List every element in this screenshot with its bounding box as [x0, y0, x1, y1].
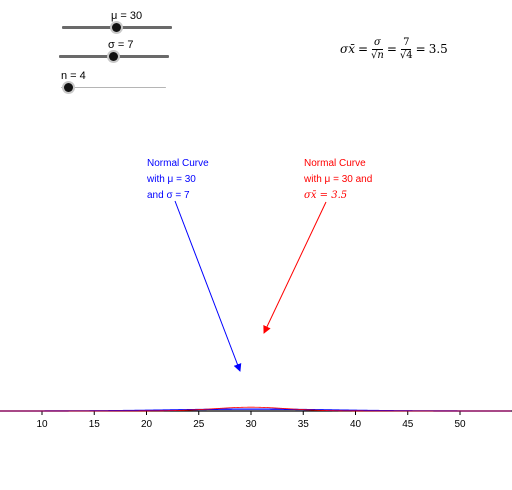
n-slider-track[interactable] [61, 87, 166, 88]
blue-annotation-line1: Normal Curve [147, 158, 209, 169]
formula-result: 3.5 [428, 42, 448, 56]
formula-lhs: σx̄ [340, 42, 355, 56]
x-tick-label: 10 [36, 419, 48, 430]
red-annotation-arrow [263, 201, 327, 334]
red-curve-annotation: Normal Curve with μ = 30 and σx̄ = 3.5 [304, 156, 372, 204]
standard-error-formula: σx̄ = σ √n = 7 √4 = 3.5 [340, 36, 448, 62]
sigma-slider-label: σ = 7 [108, 39, 134, 51]
formula-fraction-numeric: 7 √4 [400, 37, 413, 62]
blue-curve-annotation: Normal Curve with μ = 30 and σ = 7 [147, 156, 209, 204]
sampling-distribution-curve [0, 406, 512, 412]
x-tick-label: 25 [193, 419, 205, 430]
red-annotation-line2: with μ = 30 and [304, 174, 373, 185]
sigma-slider-thumb[interactable] [109, 52, 118, 61]
formula-den2: √4 [399, 49, 413, 61]
x-tick-label: 20 [141, 419, 153, 430]
n-slider-thumb[interactable] [64, 83, 73, 92]
formula-num2: 7 [401, 36, 412, 50]
x-tick-label: 40 [350, 419, 362, 430]
n-slider-label: n = 4 [61, 70, 86, 82]
blue-annotation-arrow [174, 200, 242, 372]
mu-slider-label: μ = 30 [111, 10, 143, 22]
x-tick-label: 30 [245, 419, 257, 430]
blue-annotation-line2: with μ = 30 [147, 174, 196, 185]
red-annotation-line3: σx̄ = 3.5 [304, 190, 348, 201]
x-tick-label: 45 [402, 419, 414, 430]
x-tick-label: 50 [454, 419, 466, 430]
x-tick-label: 35 [298, 419, 310, 430]
blue-annotation-line3: and σ = 7 [147, 190, 190, 201]
formula-den1: √n [371, 49, 384, 61]
formula-num1: σ [372, 36, 383, 50]
x-tick-label: 15 [89, 419, 101, 430]
mu-slider-thumb[interactable] [112, 23, 121, 32]
red-annotation-line1: Normal Curve [304, 158, 366, 169]
formula-fraction-symbolic: σ √n [371, 37, 384, 62]
